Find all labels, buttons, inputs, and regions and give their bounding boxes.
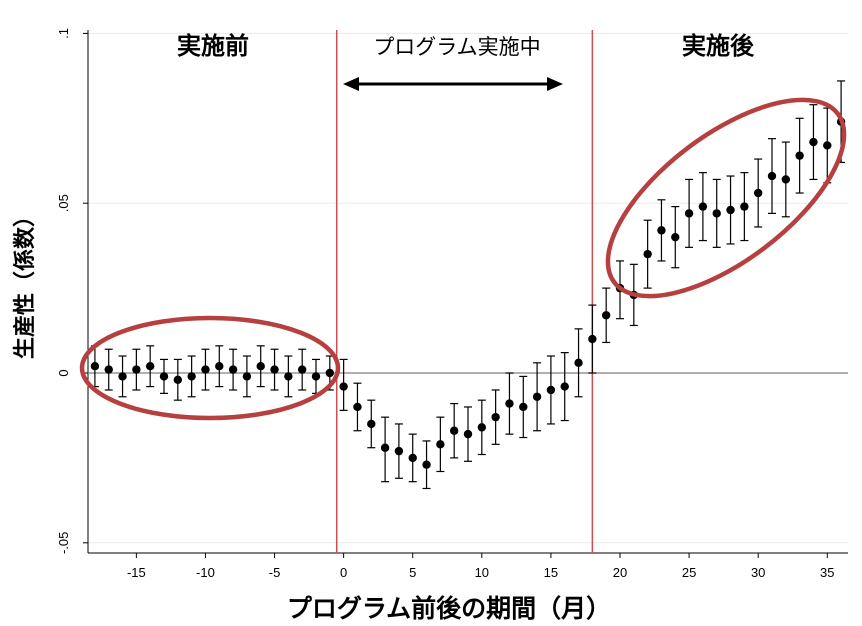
data-point bbox=[546, 385, 556, 395]
data-point bbox=[726, 205, 735, 215]
after-period-label: 実施後 bbox=[682, 32, 755, 60]
data-point bbox=[449, 426, 459, 435]
x-tick-label: 15 bbox=[544, 565, 558, 580]
post-period-highlight-ellipse bbox=[605, 97, 847, 299]
data-point bbox=[353, 402, 362, 412]
data-point bbox=[671, 232, 680, 242]
data-point bbox=[90, 362, 100, 371]
data-point bbox=[574, 358, 583, 368]
data-point bbox=[643, 249, 652, 259]
data-point bbox=[588, 334, 597, 344]
data-points bbox=[90, 80, 846, 490]
data-point bbox=[463, 429, 473, 439]
data-point bbox=[477, 423, 487, 432]
data-point bbox=[215, 362, 224, 371]
y-tick-label: .1 bbox=[56, 28, 71, 39]
data-point bbox=[311, 372, 321, 381]
data-point bbox=[519, 402, 528, 412]
data-point bbox=[270, 365, 279, 374]
data-point bbox=[422, 460, 431, 469]
during-period-label: プログラム実施中 bbox=[373, 35, 540, 59]
data-point bbox=[339, 382, 348, 391]
x-tick-label: 10 bbox=[475, 565, 489, 580]
y-tick-label: -.05 bbox=[56, 532, 71, 554]
data-point bbox=[104, 365, 113, 374]
before-period-label: 実施前 bbox=[177, 32, 249, 60]
data-point bbox=[560, 382, 569, 391]
data-point bbox=[159, 372, 169, 381]
data-point bbox=[753, 188, 763, 198]
data-point bbox=[173, 375, 183, 384]
during-period-arrow bbox=[343, 77, 563, 91]
data-point bbox=[795, 151, 804, 160]
data-point bbox=[698, 202, 708, 211]
data-point bbox=[132, 365, 141, 374]
x-tick-label: -15 bbox=[127, 565, 146, 580]
data-point bbox=[601, 311, 611, 320]
x-tick-label: 20 bbox=[613, 565, 627, 580]
data-point bbox=[367, 419, 376, 429]
data-point bbox=[740, 202, 749, 211]
data-point bbox=[118, 372, 127, 381]
data-point bbox=[242, 372, 252, 381]
y-axis-title: 生産性（係数） bbox=[12, 205, 38, 359]
pre-period-highlight-ellipse bbox=[79, 315, 341, 421]
x-tick-label: 0 bbox=[340, 565, 347, 580]
data-point bbox=[684, 209, 694, 218]
x-tick-label: 5 bbox=[409, 565, 416, 580]
data-point bbox=[228, 365, 238, 374]
axes bbox=[87, 30, 848, 554]
x-tick-label: -5 bbox=[269, 565, 281, 580]
data-point bbox=[532, 392, 542, 401]
x-tick-label: 25 bbox=[682, 565, 696, 580]
data-point bbox=[712, 209, 721, 218]
data-point bbox=[823, 141, 832, 150]
reference-lines bbox=[88, 30, 848, 553]
x-tick-label: -10 bbox=[196, 565, 215, 580]
ticks: -.05 0 .05 .1 -15 -10 -5 0 5 10 15 20 25 30 35 bbox=[56, 28, 835, 580]
data-point bbox=[809, 137, 818, 147]
x-tick-label: 30 bbox=[751, 565, 765, 580]
period-annotations: 実施前 プログラム実施中 実施後 bbox=[177, 32, 755, 91]
data-point bbox=[436, 440, 445, 449]
data-point bbox=[201, 365, 210, 374]
highlight-ellipses bbox=[79, 97, 847, 421]
data-point bbox=[491, 412, 500, 422]
x-tick-label: 35 bbox=[820, 565, 834, 580]
data-point bbox=[394, 446, 404, 456]
data-point bbox=[325, 368, 335, 378]
gridlines bbox=[88, 32, 848, 544]
data-point bbox=[657, 226, 666, 235]
data-point bbox=[380, 443, 390, 452]
data-point bbox=[505, 399, 514, 408]
data-point bbox=[284, 372, 293, 381]
data-point bbox=[767, 171, 777, 181]
data-point bbox=[408, 453, 417, 463]
y-tick-label: .05 bbox=[56, 194, 71, 212]
data-point bbox=[145, 362, 155, 371]
y-tick-label: 0 bbox=[56, 369, 71, 376]
data-point bbox=[187, 372, 196, 381]
x-axis-title: プログラム前後の期間（月） bbox=[287, 594, 611, 623]
data-point bbox=[781, 175, 791, 184]
data-point bbox=[297, 365, 307, 374]
data-point bbox=[256, 362, 265, 371]
